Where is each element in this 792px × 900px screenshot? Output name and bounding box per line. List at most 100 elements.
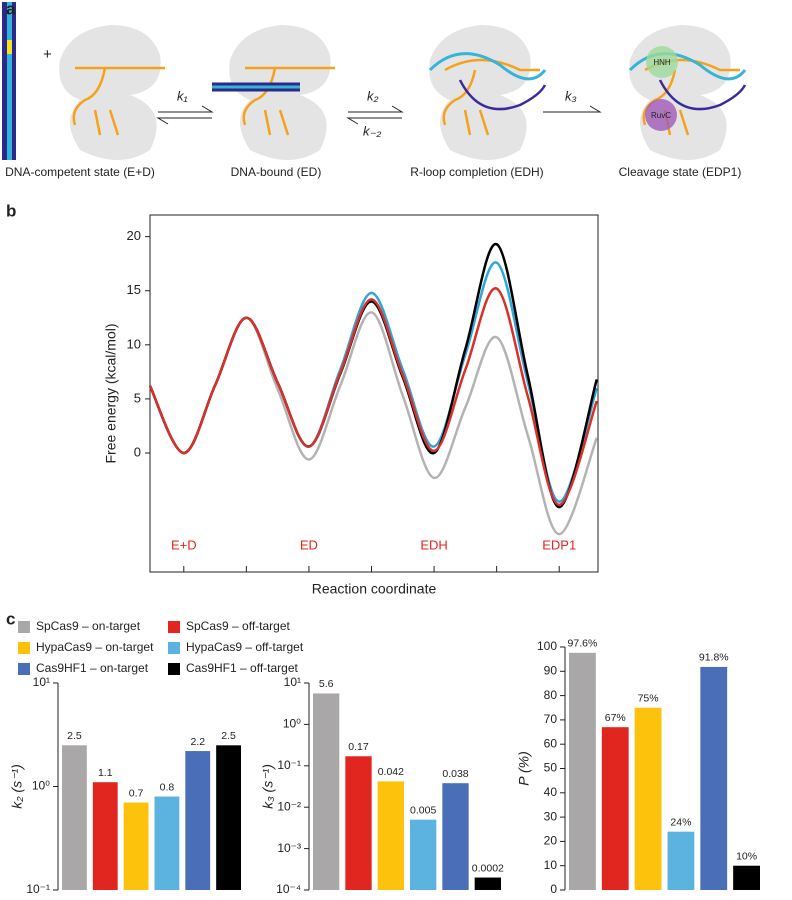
state-label: DNA-competent state (E+D) bbox=[5, 165, 155, 179]
value-label: 5.6 bbox=[319, 678, 334, 690]
state-annotation: ED bbox=[300, 537, 318, 552]
bar bbox=[185, 751, 211, 890]
rate-label: k₁ bbox=[177, 88, 188, 103]
panel-label: c bbox=[6, 609, 15, 628]
y-tick-label: 10⁻³ bbox=[277, 841, 301, 855]
value-label: 0.0002 bbox=[472, 862, 504, 874]
value-label: 0.8 bbox=[160, 781, 175, 793]
value-label: 2.2 bbox=[190, 736, 205, 748]
y-tick-label: 90 bbox=[544, 663, 558, 677]
bar bbox=[313, 693, 340, 890]
energy-curve bbox=[148, 242, 598, 509]
y-tick-label: 10⁻¹ bbox=[26, 882, 50, 896]
legend-label: Cas9HF1 – off-target bbox=[186, 661, 298, 675]
state-label: DNA-bound (ED) bbox=[231, 165, 322, 179]
energy-curve bbox=[148, 287, 598, 507]
bar bbox=[569, 652, 596, 890]
y-tick-label: 10¹ bbox=[33, 675, 50, 689]
legend-label: Cas9HF1 – on-target bbox=[36, 661, 149, 675]
bar bbox=[474, 877, 501, 890]
bar bbox=[62, 745, 87, 890]
value-label: 24% bbox=[670, 816, 691, 828]
state-annotation: EDP1 bbox=[542, 537, 576, 552]
value-label: 75% bbox=[638, 693, 659, 705]
y-tick-label: 40 bbox=[544, 785, 558, 799]
legend-swatch bbox=[168, 642, 180, 654]
legend-label: HypaCas9 – on-target bbox=[36, 640, 154, 654]
state-label: Cleavage state (EDP1) bbox=[619, 165, 742, 179]
bar bbox=[92, 782, 118, 890]
y-tick-label: 50 bbox=[544, 761, 558, 775]
plus-sign: + bbox=[43, 46, 52, 63]
value-label: 2.5 bbox=[67, 730, 82, 742]
bar bbox=[216, 745, 241, 890]
y-tick-label: 10⁻² bbox=[277, 799, 301, 813]
y-tick-label: 10⁻¹ bbox=[277, 758, 301, 772]
y-tick-label: 70 bbox=[544, 712, 558, 726]
y-tick-label: 10¹ bbox=[284, 675, 301, 689]
bar bbox=[410, 819, 437, 890]
bar bbox=[700, 666, 728, 890]
y-tick-label: 5 bbox=[134, 390, 141, 405]
value-label: 0.7 bbox=[129, 787, 144, 799]
y-tick-label: 10⁰ bbox=[283, 717, 301, 731]
y-tick-label: 0 bbox=[134, 444, 141, 459]
panel-a-art bbox=[2, 2, 747, 160]
y-axis-label: k₂ (s⁻¹) bbox=[9, 764, 25, 809]
bar bbox=[377, 781, 404, 890]
value-label: 0.042 bbox=[378, 766, 404, 778]
value-label: 1.1 bbox=[98, 767, 113, 779]
legend-label: SpCas9 – on-target bbox=[36, 619, 141, 633]
legend-swatch bbox=[18, 621, 30, 633]
y-axis-label: k₃ (s⁻¹) bbox=[260, 764, 276, 809]
value-label: 97.6% bbox=[568, 638, 598, 650]
y-axis-label: Free energy (kcal/mol) bbox=[103, 323, 119, 463]
state-annotation: E+D bbox=[171, 537, 197, 552]
y-tick-label: 10⁻⁴ bbox=[276, 882, 301, 896]
rate-label: k₂ bbox=[367, 88, 379, 103]
energy-curve bbox=[148, 311, 598, 536]
bar bbox=[442, 783, 469, 890]
rate-label: k₋₂ bbox=[363, 123, 381, 138]
panel-label: b bbox=[6, 201, 16, 220]
bar bbox=[733, 865, 760, 890]
legend-swatch bbox=[18, 642, 30, 654]
bar bbox=[634, 707, 662, 890]
value-label: 0.038 bbox=[442, 768, 468, 780]
state-label: R-loop completion (EDH) bbox=[410, 165, 543, 179]
y-tick-label: 60 bbox=[544, 736, 558, 750]
rate-label: k₃ bbox=[565, 88, 577, 103]
y-tick-label: 10 bbox=[544, 858, 558, 872]
legend-swatch bbox=[168, 663, 180, 675]
panel-label: a bbox=[6, 0, 16, 18]
y-tick-label: 20 bbox=[544, 834, 558, 848]
legend-swatch bbox=[18, 663, 30, 675]
bar bbox=[154, 796, 180, 890]
state-annotation: EDH bbox=[420, 537, 447, 552]
y-axis-label: P (%) bbox=[516, 751, 532, 785]
bar bbox=[345, 756, 372, 890]
x-axis-label: Reaction coordinate bbox=[312, 581, 437, 597]
bar bbox=[123, 802, 149, 890]
bar bbox=[667, 831, 695, 890]
y-tick-label: 30 bbox=[544, 809, 558, 823]
y-tick-label: 15 bbox=[127, 282, 141, 297]
y-tick-label: 10 bbox=[127, 336, 141, 351]
y-tick-label: 100 bbox=[537, 639, 557, 653]
legend-label: HypaCas9 – off-target bbox=[186, 640, 304, 654]
plot-frame bbox=[149, 214, 599, 573]
value-label: 0.005 bbox=[410, 804, 436, 816]
y-tick-label: 80 bbox=[544, 688, 558, 702]
domain-label: HNH bbox=[653, 58, 671, 67]
y-tick-label: 0 bbox=[550, 882, 557, 896]
y-tick-label: 10⁰ bbox=[32, 779, 50, 793]
bar bbox=[601, 727, 629, 890]
domain-label: RuvC bbox=[651, 111, 671, 120]
value-label: 10% bbox=[736, 850, 757, 862]
value-label: 2.5 bbox=[221, 730, 236, 742]
value-label: 91.8% bbox=[699, 652, 729, 664]
legend-label: SpCas9 – off-target bbox=[186, 619, 291, 633]
value-label: 0.17 bbox=[348, 741, 369, 753]
value-label: 67% bbox=[605, 712, 626, 724]
